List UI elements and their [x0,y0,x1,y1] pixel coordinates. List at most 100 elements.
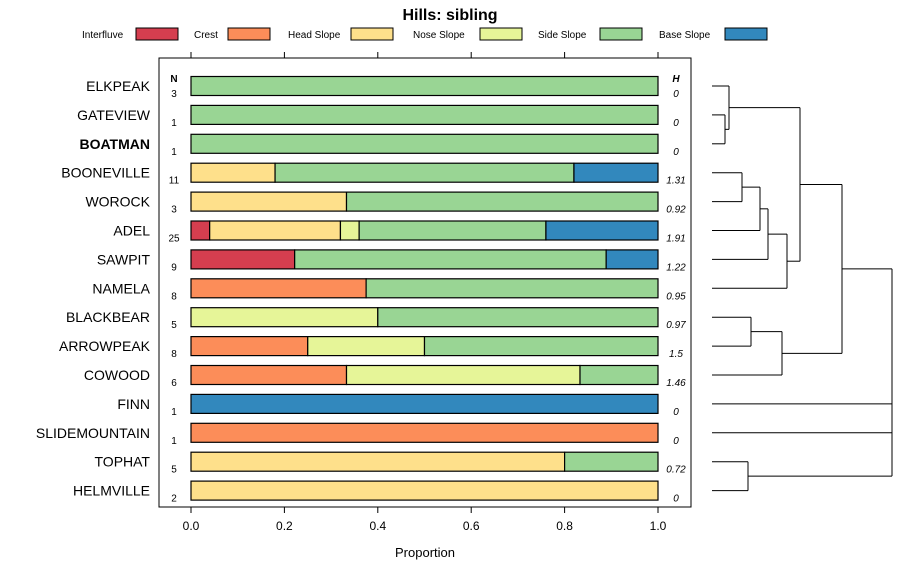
row-label: SAWPIT [97,251,151,267]
row-n: 11 [169,176,180,187]
x-tick-label: 0.8 [556,519,573,533]
row-h: 0 [673,89,679,100]
bar-segment [274,162,575,183]
x-tick-label: 0.4 [369,519,386,533]
bar-segment [190,480,659,501]
row-h: 0 [673,436,679,447]
legend-swatch [599,27,643,41]
bar-segment [345,191,659,212]
plot-frame [158,57,692,508]
row-label: ARROWPEAK [59,338,151,354]
x-tick-label: 0.0 [183,519,200,533]
bar-segment [339,220,360,241]
bar-segment [377,307,659,328]
bar-segment [190,364,348,386]
row-h: 0 [673,147,679,158]
row-n: 3 [171,89,177,100]
legend-label: Crest [194,30,218,41]
bar-segment [209,220,342,241]
row-n: 5 [171,320,177,331]
row-label: BOATMAN [79,136,150,152]
row-label: FINN [117,396,150,412]
row-h: 0.92 [666,205,686,216]
legend-swatch [724,27,768,41]
bar-segment [365,278,659,299]
dendrogram [712,85,893,492]
x-tick-label: 1.0 [650,519,667,533]
legend: Interfluve Crest Head Slope Nose Slope Side … [82,27,768,41]
row-h: 0 [673,118,679,129]
row-h: 1.91 [666,234,685,245]
row-label: NAMELA [92,280,150,296]
row-label: ADEL [113,223,150,239]
bar-segment [563,451,659,472]
n-header: N [170,74,177,85]
h-header: H [672,74,680,85]
row-h: 1.22 [666,262,686,273]
row-h: 1.46 [666,378,686,389]
bar-segment [190,278,367,299]
row-label: SLIDEMOUNTAIN [36,425,150,441]
row-n: 1 [171,147,177,158]
row-h: 0.72 [666,465,686,476]
bar-segment [190,307,379,328]
legend-swatch [135,27,179,41]
row-label: TOPHAT [95,454,151,470]
legend-label: Nose Slope [413,30,465,41]
bar-segment [605,249,659,270]
bar-segment [190,451,566,472]
bar-segment [423,336,659,357]
bar-segment [307,336,426,357]
legend-swatch [227,27,271,41]
bar-segment [579,364,659,386]
bar-segment [573,162,659,183]
bar-segment [358,220,547,241]
row-label: ELKPEAK [86,78,150,94]
row-n: 2 [171,494,177,505]
x-tick-label: 0.2 [276,519,293,533]
row-label: HELMVILLE [73,483,150,499]
row-h: 0 [673,407,679,418]
bar-segment [190,249,296,270]
bar-segment [190,336,309,357]
bar-segment [294,249,607,270]
row-label: BLACKBEAR [66,309,150,325]
legend-label: Side Slope [538,30,587,41]
row-label: WOROCK [85,194,150,210]
row-label: GATEVIEW [77,107,151,123]
bar-segment [190,191,348,212]
bar-segment [190,162,276,183]
row-h: 1.5 [669,349,683,360]
row-n: 25 [168,234,180,245]
row-n: 5 [171,465,177,476]
row-label: BOONEVILLE [61,165,150,181]
row-n: 1 [171,407,177,418]
legend-label: Interfluve [82,30,124,41]
bar-segment [190,393,659,414]
bar-segment [190,133,659,154]
bar-segment [545,220,659,241]
row-n: 9 [171,262,177,273]
legend-swatch [350,27,394,41]
legend-label: Head Slope [288,30,341,41]
x-tick-label: 0.6 [463,519,480,533]
legend-swatch [479,27,523,41]
chart-title: Hills: sibling [402,7,497,24]
row-n: 3 [171,205,177,216]
legend-label: Base Slope [659,30,711,41]
bar-segment [190,220,211,241]
row-n: 1 [171,436,177,447]
bar-segment [345,364,581,386]
row-h: 1.31 [666,176,685,187]
bar-segment [190,104,659,126]
row-n: 8 [171,291,177,302]
bar-segment [190,422,659,443]
x-axis-label: Proportion [395,545,455,560]
row-n: 1 [171,118,177,129]
row-n: 6 [171,378,177,389]
row-h: 0.97 [666,320,686,331]
bar-segment [190,75,659,97]
row-h: 0.95 [666,291,686,302]
